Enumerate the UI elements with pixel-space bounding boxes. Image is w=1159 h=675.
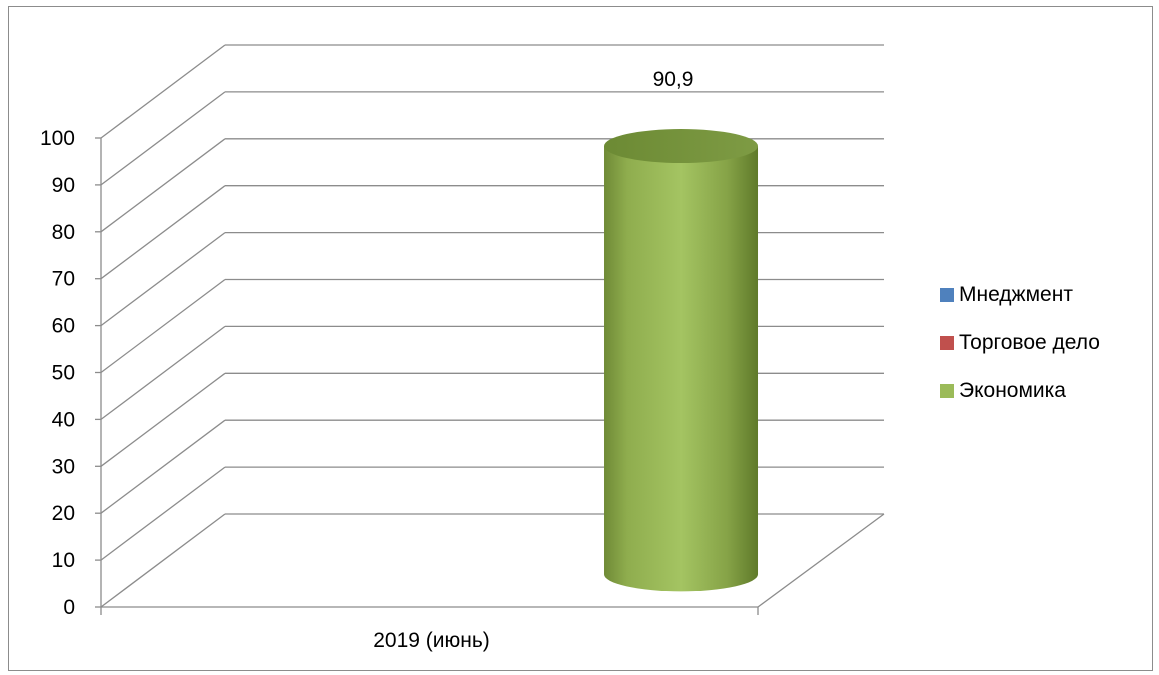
y-tick-label: 40 [52,408,75,431]
bar-economics-top [604,129,759,164]
y-tick-label: 60 [52,315,75,338]
legend-swatch-economics [940,384,954,398]
y-tick-label: 30 [52,455,75,478]
legend-item-economics: Экономика [940,379,1100,403]
bar-economics-body [604,146,759,592]
legend-item-management: Мнеджмент [940,283,1100,307]
legend-swatch-trade [940,336,954,350]
chart-marks [604,129,759,592]
gridline-side [100,138,226,233]
chart-labels: 0 10 20 30 40 50 60 70 80 90 100 2019 (июнь) 90,9 [40,68,693,652]
gridline-side [100,91,226,186]
y-tick-label: 20 [52,502,75,525]
chart-walls [100,44,884,561]
chart-axes [95,137,885,615]
gridline-side [100,232,226,327]
y-tick-label: 100 [40,127,75,150]
floor-left-edge [100,513,226,608]
gridline-side [100,325,226,420]
gridline-side [100,419,226,514]
chart-legend: Мнеджмент Торговое дело Экономика [940,283,1100,427]
gridline-side [100,372,226,467]
legend-swatch-management [940,288,954,302]
gridline-side [100,466,226,561]
y-tick-label: 10 [52,549,75,572]
floor-right-edge [757,513,885,608]
data-label-economics: 90,9 [653,68,694,91]
legend-item-trade: Торговое дело [940,331,1100,355]
y-tick-label: 70 [52,268,75,291]
gridline-side [100,44,226,139]
y-tick-label: 50 [52,362,75,385]
gridline-side [100,278,226,374]
legend-label-economics: Экономика [959,379,1066,402]
x-category-label: 2019 (июнь) [373,629,490,652]
y-tick-label: 90 [52,174,75,197]
y-tick-label: 0 [63,596,75,619]
legend-label-trade: Торговое дело [959,331,1100,354]
gridline-side [100,185,226,280]
y-tick-label: 80 [52,221,75,244]
legend-label-management: Мнеджмент [959,283,1073,306]
chart-frame [8,6,1153,671]
